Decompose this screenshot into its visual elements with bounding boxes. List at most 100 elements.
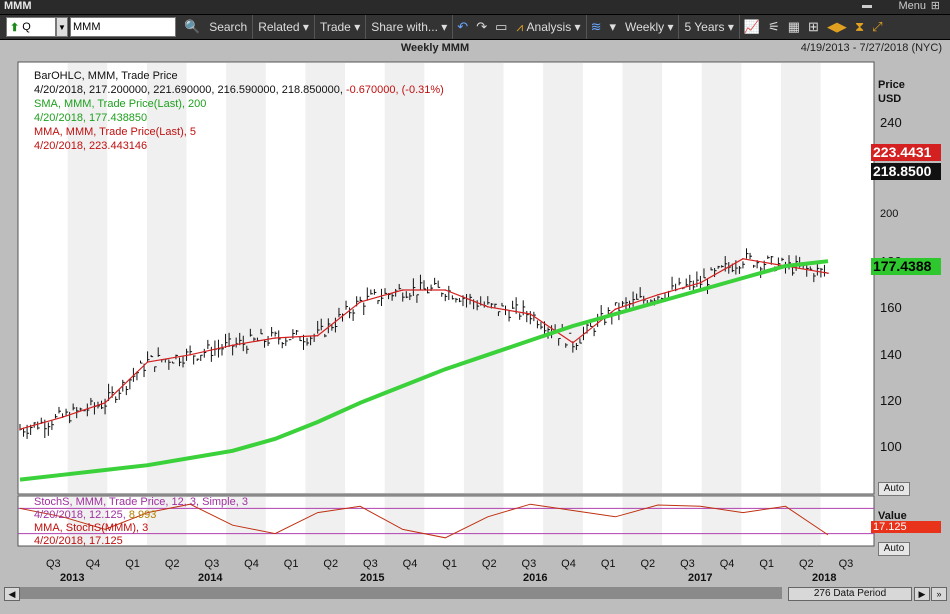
span-select[interactable]: 5 Years ▾ bbox=[679, 15, 740, 39]
analysis-icon: ⩘ bbox=[516, 19, 524, 34]
y-tick-200: 200 bbox=[880, 208, 899, 220]
period-label: Weekly bbox=[625, 20, 665, 34]
mma-point bbox=[359, 301, 362, 303]
line-chart-icon[interactable]: 📈 bbox=[743, 19, 761, 34]
y-tick-140: 140 bbox=[880, 347, 902, 362]
mma-point bbox=[444, 289, 447, 291]
quarter-band bbox=[384, 63, 425, 493]
analysis-menu[interactable]: ⩘ Analysis ▾ bbox=[511, 15, 587, 39]
mma-point bbox=[742, 258, 744, 260]
compare-chart-icon[interactable]: ⚟ bbox=[768, 19, 780, 34]
scroll-track[interactable] bbox=[20, 587, 782, 599]
mma-point bbox=[486, 306, 489, 308]
scroll-left-button[interactable]: ◀ bbox=[4, 587, 20, 601]
bar-legend-change: -0.670000, (-0.31%) bbox=[345, 84, 444, 96]
symbol-selector[interactable]: ⬆ Q bbox=[6, 17, 56, 37]
mma-point bbox=[529, 313, 532, 315]
wave-icon[interactable]: ≋ bbox=[590, 19, 602, 34]
search-icon[interactable]: 🔍 bbox=[184, 19, 201, 34]
wave-dropdown-icon[interactable]: ▾ bbox=[609, 19, 616, 34]
x-year-label: 2016 bbox=[523, 572, 548, 584]
scroll-end-button[interactable]: » bbox=[931, 587, 947, 601]
mma-point bbox=[827, 272, 829, 275]
quarter-band bbox=[622, 497, 663, 545]
scroll-left-icon[interactable]: ◀▶ bbox=[826, 19, 847, 34]
table-icon[interactable]: ▦ bbox=[787, 19, 801, 34]
quarter-band bbox=[384, 497, 425, 545]
quarter-band bbox=[463, 497, 504, 545]
bar-legend-line1: BarOHLC, MMM, Trade Price bbox=[34, 70, 178, 82]
x-quarter-label: Q1 bbox=[125, 558, 140, 570]
x-quarter-label: Q2 bbox=[164, 558, 180, 570]
analysis-label: Analysis bbox=[526, 20, 572, 34]
quarter-band bbox=[701, 497, 742, 545]
x-quarter-label: Q2 bbox=[798, 558, 814, 570]
symbol-dropdown-button[interactable]: ▼ bbox=[56, 17, 68, 37]
mma-point bbox=[19, 428, 21, 431]
quarter-band bbox=[146, 63, 187, 493]
stoch-value-tag: 17.125 bbox=[871, 521, 941, 533]
mma-point bbox=[699, 282, 702, 284]
y-tick-100: 100 bbox=[880, 439, 902, 454]
related-menu[interactable]: Related ▾ bbox=[253, 15, 315, 39]
search-button[interactable]: Search bbox=[204, 15, 254, 39]
scroll-right-button[interactable]: ▶ bbox=[914, 587, 930, 601]
bar-legend-line2: 4/20/2018, 217.200000, 221.690000, 216.5… bbox=[34, 83, 444, 97]
price-legend: BarOHLC, MMM, Trade Price 4/20/2018, 217… bbox=[34, 69, 444, 153]
sma-legend-line2: 4/20/2018, 177.438850 bbox=[34, 112, 148, 124]
chart-title: Weekly MMM bbox=[400, 42, 470, 54]
folder-icon[interactable]: ▭ bbox=[495, 19, 508, 34]
mma-point bbox=[274, 337, 276, 339]
mma-point bbox=[104, 402, 106, 404]
x-quarter-label: Q4 bbox=[402, 558, 418, 570]
quarter-band bbox=[146, 497, 187, 545]
span-label: 5 Years bbox=[684, 20, 725, 34]
undo-icon[interactable]: ↶ bbox=[457, 19, 469, 34]
zoom-fit-icon[interactable]: ⤢ bbox=[872, 19, 883, 34]
quarter-band bbox=[780, 497, 821, 545]
quarter-band bbox=[305, 63, 346, 493]
quarter-band bbox=[463, 63, 504, 493]
symbol-input[interactable]: MMM bbox=[70, 17, 176, 37]
mma-point bbox=[146, 361, 149, 363]
price-axis-label-line2: USD bbox=[878, 93, 902, 105]
window-titlebar: MMM ▬ Menu ⊞ bbox=[0, 0, 950, 15]
quarter-band bbox=[226, 497, 266, 545]
quarter-band bbox=[543, 63, 583, 493]
mma-point bbox=[231, 344, 234, 347]
stoch-legend-signal: 8.993 bbox=[128, 509, 157, 521]
zoom-icon[interactable]: ⧗ bbox=[854, 19, 865, 34]
stoch-line bbox=[19, 503, 829, 539]
minimize-icon[interactable]: ▬ bbox=[862, 0, 872, 11]
mma-line bbox=[19, 258, 829, 430]
x-quarter-label: Q1 bbox=[759, 558, 775, 570]
price-axis-label: Price USD bbox=[878, 78, 905, 106]
pin-icon[interactable]: ⊞ bbox=[930, 0, 940, 12]
data-period-field[interactable]: 276 Data Period bbox=[788, 587, 912, 601]
trade-menu[interactable]: Trade ▾ bbox=[315, 15, 367, 39]
quarter-band bbox=[701, 63, 742, 493]
x-quarter-label: Q3 bbox=[838, 558, 854, 570]
period-select[interactable]: Weekly ▾ bbox=[620, 15, 680, 39]
price-auto-button[interactable]: Auto bbox=[878, 482, 910, 496]
quarter-band bbox=[305, 497, 346, 545]
x-quarter-label: Q4 bbox=[561, 558, 576, 570]
mma-point bbox=[614, 308, 617, 311]
x-quarter-label: Q3 bbox=[680, 558, 695, 570]
x-quarter-label: Q3 bbox=[363, 558, 378, 570]
x-quarter-label: Q3 bbox=[521, 558, 537, 570]
x-year-label: 2018 bbox=[812, 572, 837, 584]
crosshair-icon[interactable]: ⊞ bbox=[808, 19, 819, 34]
x-quarter-label: Q2 bbox=[481, 558, 497, 570]
menu-button[interactable]: Menu bbox=[898, 0, 926, 12]
redo-icon[interactable]: ↷ bbox=[476, 19, 488, 34]
stoch-auto-button[interactable]: Auto bbox=[878, 542, 910, 556]
x-year-label: 2015 bbox=[360, 572, 385, 584]
x-quarter-label: Q2 bbox=[640, 558, 656, 570]
x-quarter-label: Q3 bbox=[46, 558, 61, 570]
arrow-up-icon: ⬆ bbox=[10, 21, 20, 34]
mma-value-tag: 223.4431 bbox=[871, 144, 941, 161]
share-menu[interactable]: Share with... ▾ bbox=[366, 15, 454, 39]
last-price-tag: 218.8500 bbox=[871, 163, 941, 180]
